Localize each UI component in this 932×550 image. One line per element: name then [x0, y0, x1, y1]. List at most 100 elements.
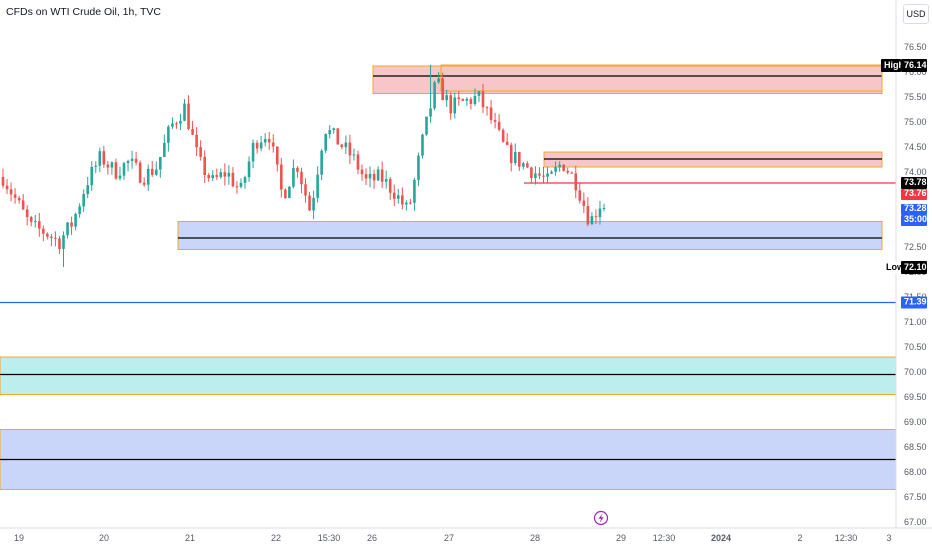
candle-body	[332, 128, 336, 131]
price-axis[interactable]: 76.5076.0075.5075.0074.5074.0073.5073.00…	[904, 42, 927, 527]
candle-body	[356, 154, 360, 170]
current-price-tag-text: 73.28	[904, 203, 927, 213]
candle-body	[98, 151, 102, 166]
price-tick-label: 69.00	[904, 417, 927, 427]
candle-body	[582, 200, 586, 206]
candle-body	[558, 164, 561, 168]
candle-body	[102, 151, 106, 165]
candle-body	[465, 99, 469, 101]
candle-body	[243, 177, 247, 183]
candle-body	[360, 169, 364, 175]
zone-demand-3	[0, 356, 897, 395]
candle-body	[215, 175, 219, 177]
time-tick-label: 15:30	[318, 533, 341, 543]
candle-body	[457, 97, 461, 100]
candle-body	[312, 197, 315, 211]
time-axis[interactable]: 19 20 21 22 15:30 26 27 28 29 12:30 2024 2 12:30 3	[14, 533, 892, 543]
candle-body	[195, 134, 198, 148]
candle-body	[146, 168, 150, 185]
candle-body	[118, 175, 122, 179]
candle-body	[590, 216, 594, 225]
candle-body	[5, 185, 9, 190]
candle-body	[473, 95, 477, 104]
candle-body	[29, 217, 33, 222]
candle-body	[106, 164, 110, 168]
candle-body	[70, 222, 73, 227]
candle-body	[17, 197, 21, 201]
candle-body	[46, 233, 49, 237]
low-value-tag	[901, 261, 927, 274]
currency-button[interactable]: USD	[903, 4, 929, 24]
blue-price-tag	[901, 296, 927, 309]
time-tick-label: 28	[530, 533, 540, 543]
candle-body	[602, 208, 606, 209]
candle-body	[62, 235, 65, 249]
candle-body	[231, 172, 235, 187]
candle-body	[376, 169, 380, 181]
candle-body	[251, 142, 255, 162]
candle-body	[562, 164, 565, 171]
candle-body	[239, 182, 243, 187]
candle-body	[1, 177, 5, 186]
price-tick-label: 71.00	[904, 317, 927, 327]
countdown-tag-text: 35:00	[904, 214, 927, 224]
candle-body	[526, 163, 529, 168]
candle-body	[58, 238, 61, 249]
time-tick-label: 12:30	[653, 533, 676, 543]
candle-body	[586, 205, 590, 225]
candle-body	[433, 82, 436, 109]
candle-body	[501, 129, 505, 142]
candle-body	[134, 158, 138, 163]
zone-supply-inner	[440, 64, 883, 92]
candle-body	[437, 78, 440, 83]
candle-body	[199, 147, 202, 157]
candle-body	[21, 200, 25, 210]
candle-body	[211, 175, 215, 179]
candle-body	[453, 97, 457, 114]
price-tick-label: 69.50	[904, 392, 927, 402]
candle-body	[594, 216, 598, 218]
time-tick-label: 21	[185, 533, 195, 543]
candle-body	[296, 167, 299, 172]
candle-body	[396, 195, 400, 199]
price-tick-label: 74.50	[904, 142, 927, 152]
candle-body	[421, 134, 424, 156]
candle-body	[183, 103, 186, 121]
candle-body	[546, 173, 549, 177]
candle-body	[142, 182, 146, 185]
price-tick-label: 68.50	[904, 442, 927, 452]
candle-body	[534, 173, 537, 179]
candle-body	[538, 173, 541, 176]
candle-body	[219, 172, 223, 177]
candle-body	[324, 134, 327, 151]
lightning-icon[interactable]	[593, 510, 609, 526]
candle-body	[271, 142, 275, 147]
candle-body	[304, 184, 307, 196]
candle-body	[275, 146, 279, 165]
candle-body	[413, 179, 416, 203]
candle-body	[372, 173, 376, 181]
candle-body	[344, 142, 348, 148]
candle-body	[336, 128, 340, 145]
zones-layer	[0, 64, 897, 490]
candle-body	[489, 107, 493, 120]
candle-body	[130, 158, 134, 161]
candle-body	[255, 142, 259, 149]
candle-body	[517, 152, 521, 167]
low-label	[883, 261, 901, 274]
candle-body	[191, 128, 194, 135]
candle-body	[316, 174, 319, 198]
time-tick-label: 2024	[711, 533, 731, 543]
candle-body	[13, 194, 17, 198]
candle-body	[513, 152, 517, 164]
candle-body	[449, 95, 453, 114]
time-tick-label: 12:30	[835, 533, 858, 543]
candle-body	[401, 195, 404, 205]
candle-body	[425, 116, 428, 135]
candle-body	[550, 171, 553, 174]
candle-body	[320, 150, 323, 175]
price-tick-label: 67.50	[904, 492, 927, 502]
blue-price-tag-text: 71.39	[904, 297, 927, 307]
